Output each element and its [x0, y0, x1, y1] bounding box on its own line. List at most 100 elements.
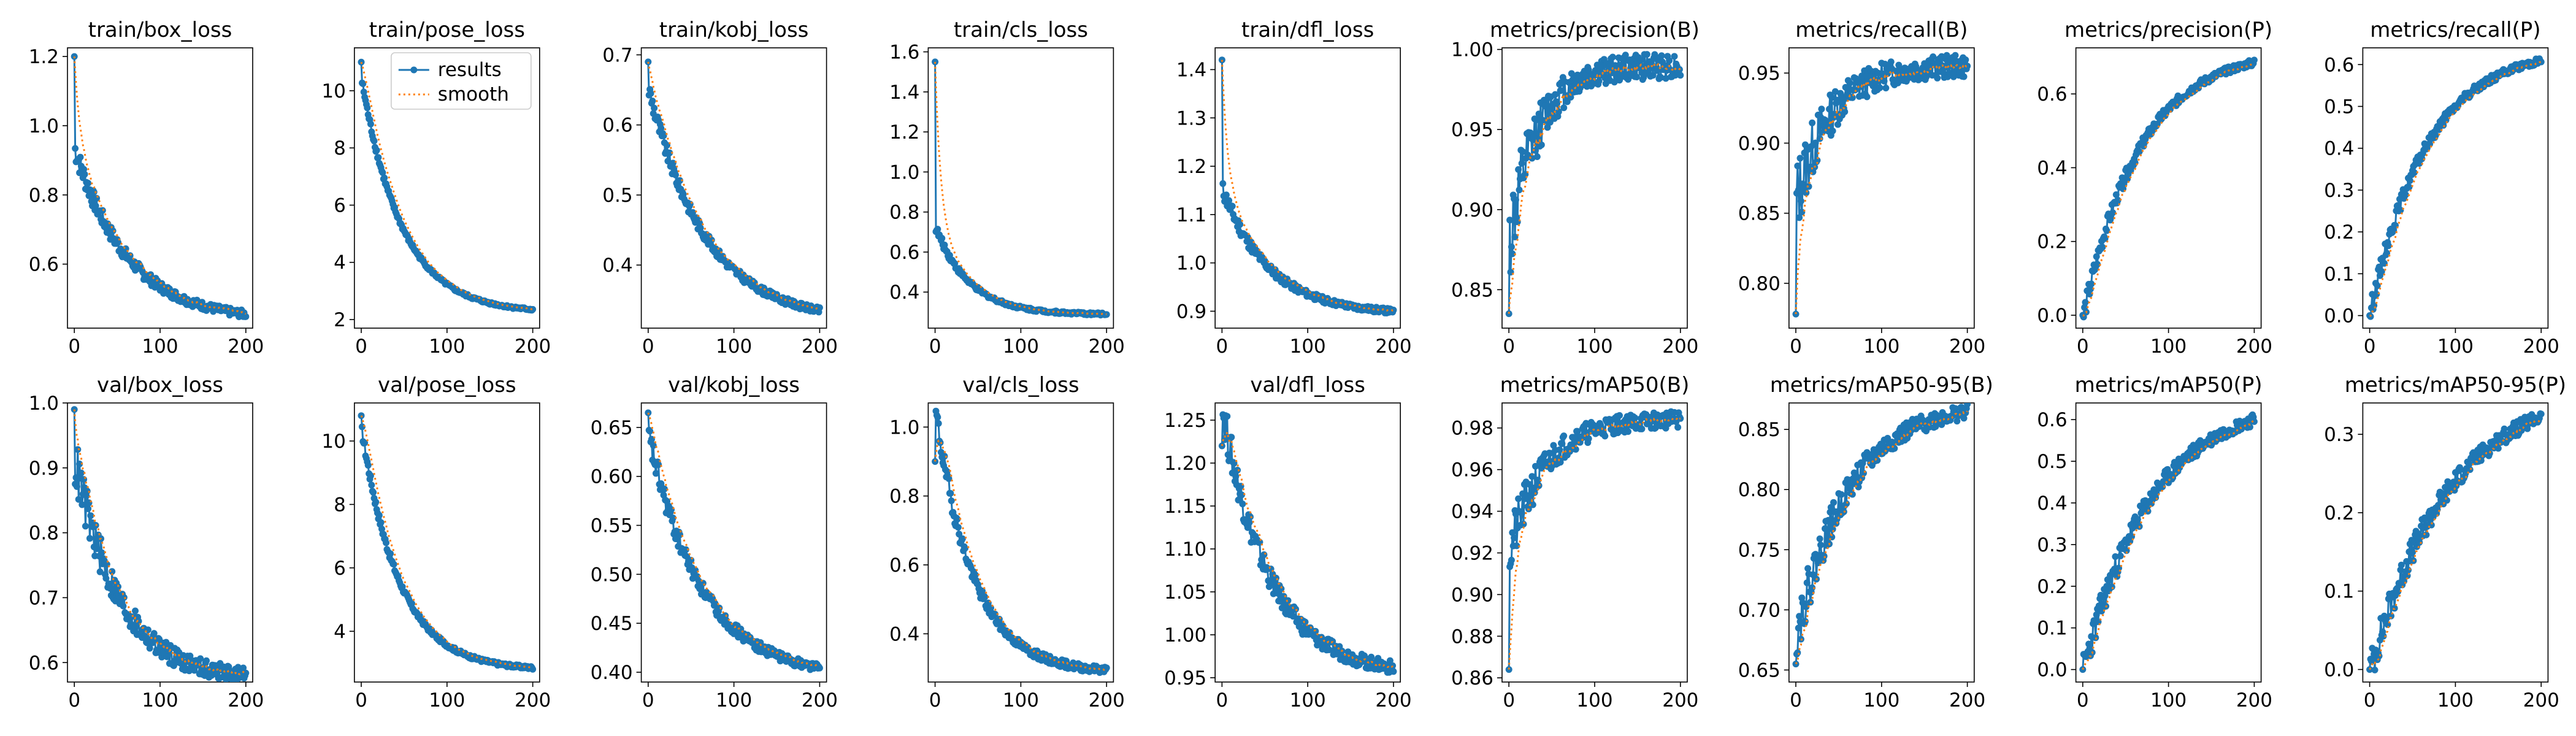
- data-point: [941, 453, 948, 460]
- data-point: [669, 515, 677, 521]
- data-point: [1532, 147, 1539, 154]
- data-point: [1817, 542, 1824, 548]
- x-tick-label: 200: [1949, 335, 1985, 358]
- axes-frame: [353, 402, 540, 683]
- data-point: [367, 120, 374, 128]
- data-point: [1829, 526, 1836, 533]
- y-tick-label: 0.9: [29, 458, 59, 480]
- data-point: [1794, 649, 1801, 656]
- data-point: [1616, 412, 1623, 419]
- data-point: [390, 561, 397, 568]
- y-tick-label: 0.0: [2037, 659, 2067, 681]
- smooth-series-line: [73, 56, 247, 315]
- y-tick-label: 1.0: [889, 161, 919, 183]
- data-point: [2405, 183, 2413, 191]
- data-point: [370, 137, 378, 145]
- data-point: [2371, 666, 2379, 673]
- data-point: [197, 655, 204, 662]
- y-tick-label: 10: [321, 431, 345, 453]
- data-point: [370, 489, 377, 496]
- data-point: [1912, 63, 1920, 70]
- y-tick-label: 0.95: [1164, 667, 1206, 689]
- data-point: [2385, 242, 2392, 250]
- x-tick-label: 100: [2437, 689, 2474, 711]
- data-point: [2494, 445, 2502, 452]
- x-tick-label: 200: [1949, 689, 1985, 711]
- panel-val-dfl-loss: val/dfl_loss 0 100 200 0.95 1.00 1.05 1.10 1.15 1…: [1164, 373, 1411, 711]
- y-tick-label: 0.88: [1451, 626, 1493, 648]
- x-tick-label: 0: [2364, 689, 2376, 711]
- data-point: [962, 545, 968, 552]
- data-point: [2394, 588, 2402, 596]
- data-point: [1677, 72, 1684, 79]
- x-tick-label: 0: [355, 335, 367, 358]
- data-point: [1816, 535, 1823, 542]
- data-point: [2159, 483, 2166, 491]
- data-point: [90, 188, 98, 196]
- data-point: [2501, 425, 2508, 432]
- data-point: [2410, 169, 2418, 176]
- x-tick-label: 0: [1503, 335, 1515, 358]
- data-point: [1849, 491, 1856, 498]
- data-point: [661, 485, 668, 493]
- y-tick-label: 0.3: [2324, 180, 2354, 202]
- y-tick-label: 0.94: [1451, 501, 1493, 523]
- data-point: [1631, 414, 1639, 421]
- data-point: [1803, 603, 1810, 610]
- data-point: [816, 664, 823, 672]
- panel-title: metrics/recall(B): [1795, 18, 1968, 42]
- y-tick-label: 0.95: [1451, 119, 1493, 141]
- x-tick-label: 0: [2077, 689, 2089, 711]
- data-point: [981, 593, 989, 600]
- data-point: [651, 104, 658, 112]
- data-point: [1557, 87, 1564, 94]
- axes-frame: [2362, 402, 2549, 683]
- data-point: [375, 154, 382, 161]
- data-point: [109, 227, 117, 234]
- data-point: [2099, 243, 2106, 251]
- data-point: [1863, 93, 1871, 101]
- x-tick-label: 200: [1375, 335, 1411, 358]
- data-point: [1666, 57, 1673, 64]
- data-point: [2537, 410, 2545, 418]
- y-tick-label: 0.80: [1738, 479, 1781, 501]
- data-point: [2457, 466, 2464, 473]
- data-point: [2423, 531, 2430, 539]
- data-point: [1601, 432, 1609, 440]
- data-point: [375, 512, 383, 519]
- data-point: [1609, 53, 1616, 61]
- x-tick-label: 0: [1790, 335, 1802, 358]
- data-point: [1511, 534, 1518, 542]
- data-point: [2166, 105, 2174, 113]
- y-tick-label: 0.40: [591, 662, 633, 684]
- data-point: [2250, 56, 2258, 64]
- data-point: [1888, 439, 1896, 446]
- data-point: [948, 497, 955, 504]
- data-point: [1952, 52, 1959, 59]
- data-point: [1284, 597, 1292, 604]
- data-point: [1934, 74, 1941, 82]
- data-point: [92, 202, 99, 210]
- data-point: [1585, 66, 1592, 74]
- data-point: [816, 304, 823, 312]
- data-point: [1535, 477, 1542, 484]
- data-point: [1538, 141, 1545, 148]
- x-tick-label: 100: [1863, 335, 1899, 358]
- y-tick-label: 0.2: [2324, 221, 2354, 243]
- y-tick-label: 0.4: [602, 255, 632, 277]
- x-tick-label: 100: [2437, 335, 2474, 358]
- x-tick-label: 100: [142, 335, 178, 358]
- x-tick-label: 200: [228, 335, 264, 358]
- data-point: [677, 177, 683, 184]
- data-point: [2160, 478, 2167, 485]
- y-tick-label: 0.90: [1738, 132, 1781, 155]
- x-tick-label: 0: [642, 689, 654, 711]
- data-point: [2134, 516, 2141, 523]
- y-tick-label: 0.4: [2037, 157, 2067, 179]
- data-point: [1103, 311, 1110, 318]
- data-point: [361, 439, 369, 447]
- x-tick-label: 200: [1375, 689, 1411, 711]
- data-point: [1805, 183, 1812, 190]
- data-point: [1533, 117, 1540, 123]
